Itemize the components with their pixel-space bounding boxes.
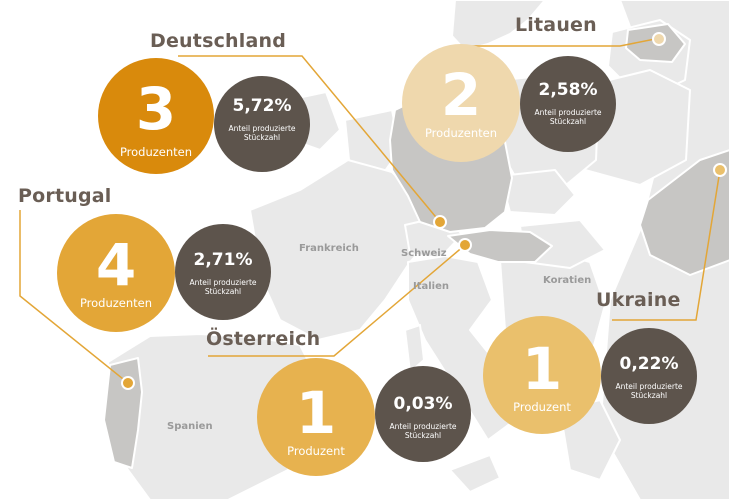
producer-count-badge-portugal: 4 Produzenten bbox=[57, 214, 175, 332]
producer-count-badge-oesterreich: 1 Produzent bbox=[257, 358, 375, 476]
connector-line-litauen bbox=[468, 37, 661, 47]
map-label-kroatien: Koratien bbox=[543, 275, 592, 286]
producer-count: 3 bbox=[135, 75, 177, 143]
producer-count: 4 bbox=[95, 231, 137, 299]
share-value: 2,58% bbox=[538, 80, 598, 100]
connector-line-oesterreich bbox=[208, 244, 466, 357]
share-value: 5,72% bbox=[232, 96, 292, 116]
connector-line-portugal bbox=[19, 210, 129, 384]
share-badge-ukraine: 0,22% Anteil produzierte Stückzahl bbox=[601, 328, 697, 424]
producer-unit: Produzenten bbox=[424, 126, 498, 140]
map-label-italien: Italien bbox=[413, 281, 450, 292]
producer-unit: Produzent bbox=[513, 400, 571, 414]
share-badge-oesterreich: 0,03% Anteil produzierte Stückzahl bbox=[375, 366, 471, 462]
producer-count-badge-ukraine: 1 Produzent bbox=[483, 316, 601, 434]
map-label-schweiz: Schweiz bbox=[401, 248, 447, 259]
share-label: Anteil produzierte Stückzahl bbox=[189, 278, 257, 296]
country-shape-sardinia bbox=[404, 324, 425, 373]
producer-unit: Produzenten bbox=[79, 296, 153, 310]
share-label: Anteil produzierte Stückzahl bbox=[389, 422, 457, 440]
country-shape-czech bbox=[499, 169, 576, 216]
country-name-ukraine: Ukraine bbox=[596, 289, 681, 311]
country-name-portugal: Portugal bbox=[18, 185, 112, 207]
share-badge-deutschland: 5,72% Anteil produzierte Stückzahl bbox=[214, 76, 310, 172]
connector-line-ukraine bbox=[612, 169, 721, 321]
producer-count: 1 bbox=[521, 335, 563, 403]
producer-count-badge-litauen: 2 Produzenten bbox=[402, 44, 520, 162]
map-label-frankreich: Frankreich bbox=[299, 243, 359, 254]
share-badge-portugal: 2,71% Anteil produzierte Stückzahl bbox=[175, 224, 271, 320]
producer-count: 1 bbox=[295, 379, 337, 447]
map-label-spanien: Spanien bbox=[167, 421, 213, 432]
producer-unit: Produzenten bbox=[119, 145, 193, 159]
producer-count: 2 bbox=[440, 61, 482, 129]
share-badge-litauen: 2,58% Anteil produzierte Stückzahl bbox=[520, 56, 616, 152]
marker-ukraine bbox=[713, 163, 727, 177]
share-value: 0,03% bbox=[393, 394, 453, 414]
share-value: 0,22% bbox=[619, 354, 679, 374]
marker-oesterreich bbox=[458, 238, 472, 252]
share-label: Anteil produzierte Stückzahl bbox=[228, 124, 296, 142]
share-value: 2,71% bbox=[193, 250, 253, 270]
country-shape-austria bbox=[447, 229, 553, 263]
country-shape-sicily bbox=[449, 454, 501, 493]
marker-deutschland bbox=[433, 215, 447, 229]
country-name-deutschland: Deutschland bbox=[150, 30, 287, 52]
marker-litauen bbox=[652, 32, 666, 46]
producer-count-badge-deutschland: 3 Produzenten bbox=[98, 58, 214, 174]
connector-line-deutschland bbox=[178, 55, 441, 223]
share-label: Anteil produzierte Stückzahl bbox=[534, 108, 602, 126]
producer-unit: Produzent bbox=[287, 444, 345, 458]
share-label: Anteil produzierte Stückzahl bbox=[615, 382, 683, 400]
country-name-oesterreich: Österreich bbox=[206, 328, 321, 350]
country-name-litauen: Litauen bbox=[515, 14, 597, 36]
marker-portugal bbox=[121, 376, 135, 390]
country-shape-scandinavia bbox=[451, 0, 546, 51]
